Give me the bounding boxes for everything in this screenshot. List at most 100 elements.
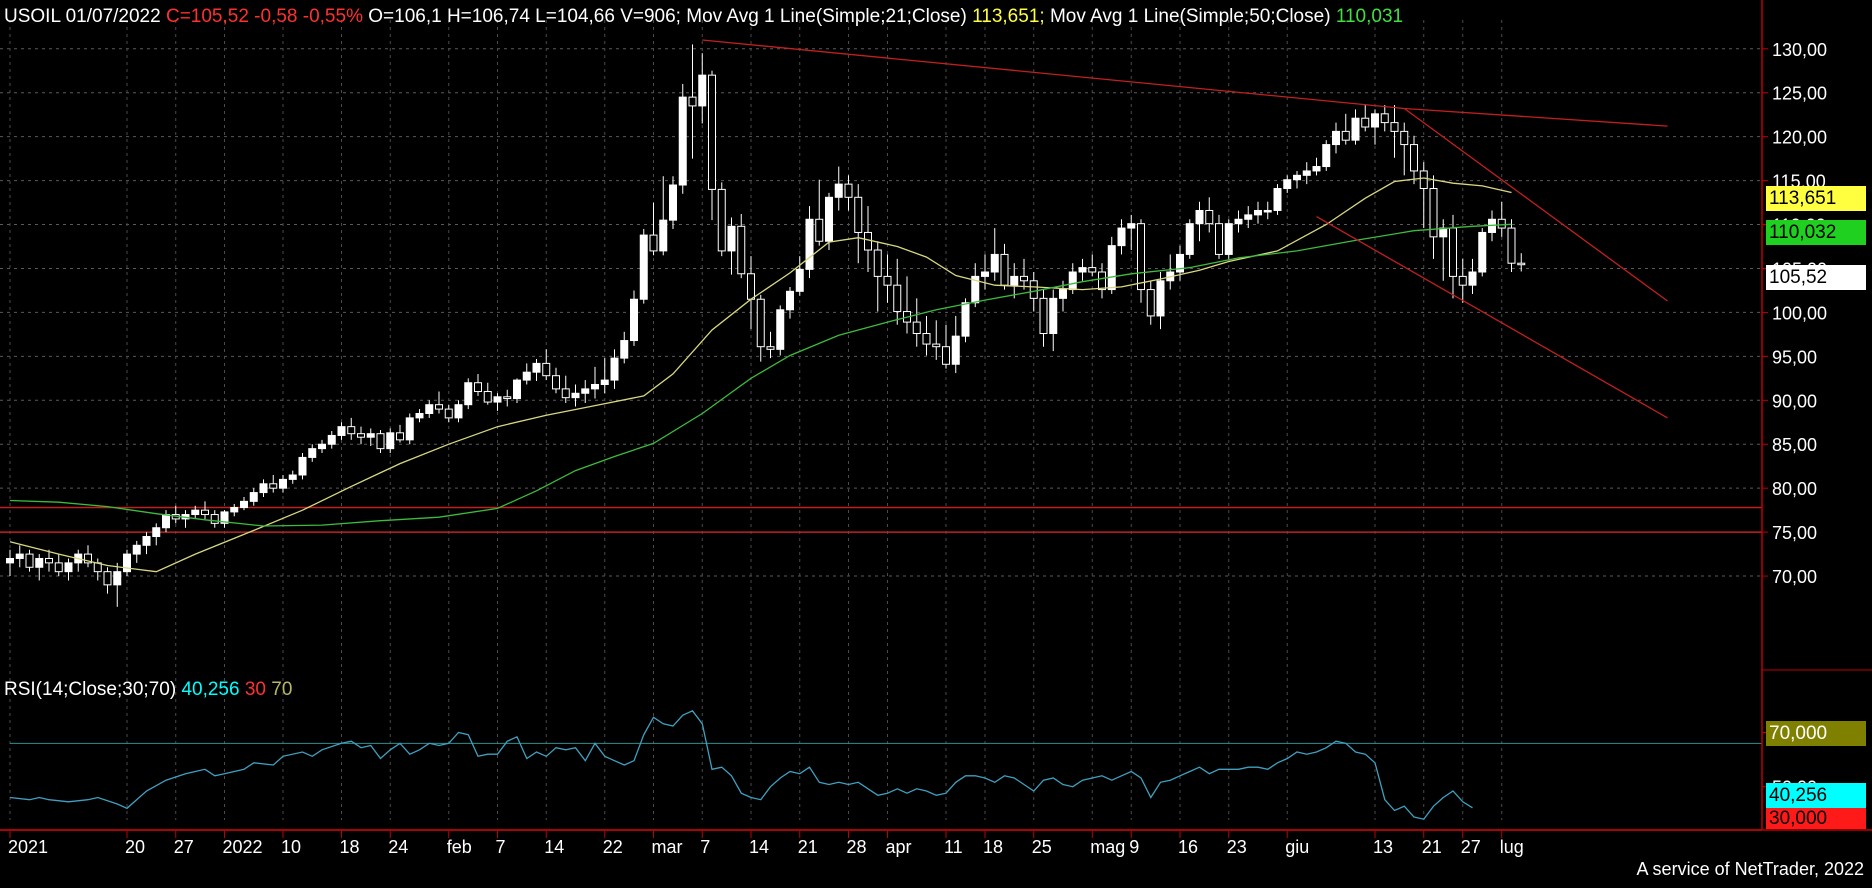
rsi-value-tag: 40,256: [1766, 783, 1866, 808]
candle-body: [240, 500, 248, 509]
candle-body: [503, 396, 512, 400]
candle-body: [84, 553, 92, 564]
x-tick-label: 25: [1032, 837, 1052, 857]
candle-body: [1497, 218, 1506, 229]
candle-body: [454, 404, 463, 419]
candle-body: [649, 234, 658, 252]
candle-body: [35, 557, 44, 568]
candle-body: [279, 478, 287, 489]
candle-body: [990, 253, 999, 273]
candle-body: [776, 309, 785, 350]
trendline-channel-top: [1403, 107, 1668, 302]
candle-body: [717, 188, 726, 252]
candle-body: [854, 196, 863, 233]
x-tick-label: 21: [798, 837, 818, 857]
rsi30-tag: 30,000: [1766, 808, 1866, 829]
candle-body: [864, 231, 872, 251]
candlesticks[interactable]: [6, 44, 1526, 607]
candle-body: [1205, 209, 1214, 225]
y-tick-label: 80,00: [1772, 479, 1817, 499]
candle-body: [756, 298, 765, 348]
rsi-panel: [0, 709, 1762, 831]
candle-body: [415, 412, 424, 419]
candle-body: [893, 284, 902, 313]
candle-body: [513, 379, 521, 400]
candle-body: [942, 346, 950, 365]
x-tick-label: 14: [544, 837, 564, 857]
candle-body: [1341, 130, 1350, 141]
candle-body: [747, 273, 755, 300]
trendlines: [702, 39, 1668, 419]
candle-body: [376, 433, 385, 450]
x-tick-label: 14: [749, 837, 769, 857]
trendline-upper: [702, 39, 1668, 127]
candle-body: [249, 492, 258, 502]
candle-body: [347, 426, 356, 435]
change-value: C=105,52 -0,58 -0,55%: [165, 6, 363, 27]
candle-body: [366, 433, 375, 438]
x-tick-label: lug: [1500, 837, 1524, 857]
candle-body: [542, 362, 551, 377]
candle-body: [1273, 188, 1282, 211]
x-tick-label: 7: [496, 837, 506, 857]
candle-body: [15, 553, 24, 559]
x-tick-label: 20: [125, 837, 145, 857]
rsi70-tag: 70,000: [1766, 721, 1866, 746]
ma21-value: 113,651;: [972, 6, 1045, 27]
candle-body: [1185, 223, 1194, 255]
y-tick-label: 120,00: [1772, 128, 1827, 148]
candle-body: [6, 557, 14, 564]
candle-body: [1478, 231, 1487, 273]
candle-body: [142, 536, 151, 546]
candle-body: [152, 527, 161, 538]
candle-body: [493, 396, 502, 403]
x-tick-label: 27: [174, 837, 194, 857]
candle-body: [259, 483, 268, 494]
rsi-line: [9, 709, 1473, 820]
candle-body: [1059, 289, 1067, 299]
axes: 130,00125,00120,00115,00110,00105,00100,…: [0, 0, 1872, 857]
candle-body: [932, 343, 941, 348]
candle-body: [386, 432, 395, 450]
candle-body: [552, 375, 560, 390]
candle-body: [1410, 144, 1418, 172]
candle-body: [230, 507, 239, 513]
x-tick-label: 10: [281, 837, 301, 857]
moving-averages: [9, 177, 1512, 573]
candle-body: [1029, 280, 1038, 299]
candle-body: [1254, 209, 1262, 216]
x-tick-label: mar: [652, 837, 683, 857]
candle-body: [54, 562, 63, 573]
candle-body: [591, 383, 599, 390]
candle-body: [1068, 271, 1077, 291]
candle-body: [1322, 144, 1331, 168]
candle-body: [1302, 170, 1311, 176]
candle-body: [639, 234, 648, 300]
x-tick-label: 2021: [8, 837, 48, 857]
candle-body: [561, 388, 570, 399]
x-tick-label: 28: [847, 837, 867, 857]
candle-body: [1429, 188, 1438, 238]
y-tick-label: 125,00: [1772, 84, 1827, 104]
candle-body: [1244, 214, 1253, 220]
candle-body: [425, 404, 434, 414]
candle-body: [1507, 227, 1516, 264]
candle-body: [1176, 253, 1184, 273]
x-tick-label: 11: [944, 837, 963, 857]
candle-body: [483, 391, 492, 403]
candle-body: [951, 335, 960, 365]
ma50-price-tag: 110,032: [1766, 220, 1866, 245]
candle-body: [1312, 166, 1321, 172]
candle-body: [1380, 113, 1389, 124]
x-tick-label: 13: [1373, 837, 1393, 857]
candle-body: [1390, 122, 1399, 132]
last-price-tag: 105,52: [1766, 265, 1866, 290]
candle-body: [883, 275, 892, 286]
y-tick-label: 100,00: [1772, 303, 1827, 323]
candle-body: [834, 183, 843, 198]
y-tick-label: 130,00: [1772, 40, 1827, 60]
candle-body: [1293, 174, 1301, 181]
candle-body: [610, 357, 619, 381]
candle-body: [766, 346, 775, 350]
